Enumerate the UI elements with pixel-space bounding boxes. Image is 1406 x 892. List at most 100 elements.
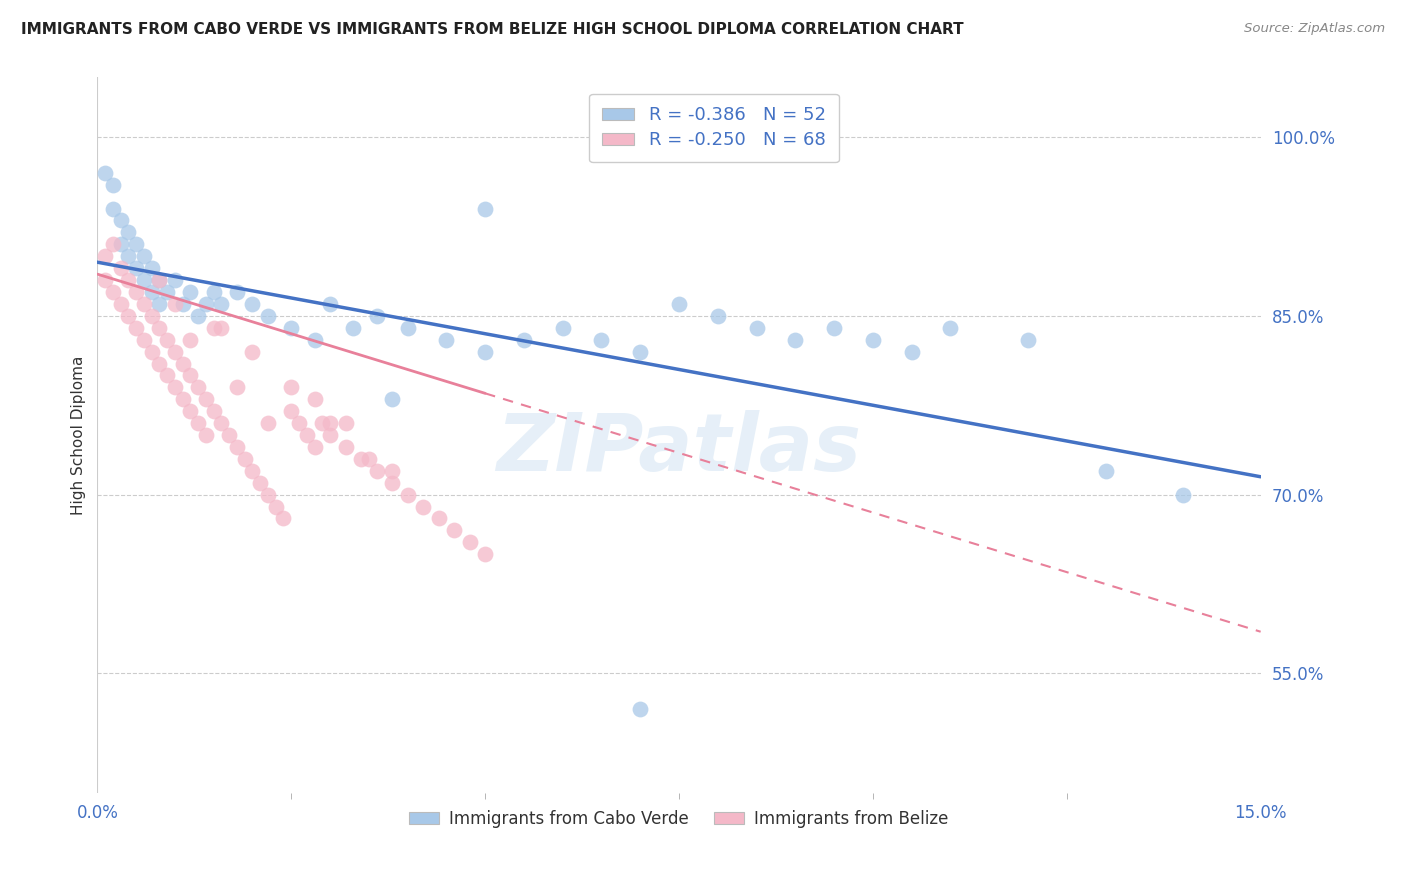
Point	[242, 344, 264, 359]
Point	[94, 249, 117, 263]
Point	[110, 213, 132, 227]
Point	[187, 309, 209, 323]
Point	[900, 344, 922, 359]
Point	[156, 368, 179, 383]
Point	[101, 285, 124, 299]
Point	[474, 547, 496, 561]
Point	[233, 451, 256, 466]
Point	[132, 333, 155, 347]
Text: ZIPatlas: ZIPatlas	[496, 410, 862, 488]
Point	[209, 297, 232, 311]
Point	[304, 440, 326, 454]
Point	[381, 475, 404, 490]
Point	[209, 320, 232, 334]
Point	[319, 416, 342, 430]
Point	[148, 320, 170, 334]
Point	[342, 320, 364, 334]
Legend: Immigrants from Cabo Verde, Immigrants from Belize: Immigrants from Cabo Verde, Immigrants f…	[402, 803, 955, 834]
Point	[226, 440, 249, 454]
Point	[110, 237, 132, 252]
Point	[513, 333, 536, 347]
Point	[172, 357, 194, 371]
Point	[132, 297, 155, 311]
Point	[148, 297, 170, 311]
Point	[939, 320, 962, 334]
Point	[163, 273, 186, 287]
Point	[1171, 488, 1194, 502]
Point	[335, 416, 357, 430]
Point	[357, 451, 380, 466]
Point	[273, 511, 295, 525]
Point	[202, 285, 225, 299]
Point	[125, 285, 148, 299]
Point	[141, 285, 163, 299]
Point	[280, 404, 302, 418]
Point	[226, 285, 249, 299]
Point	[194, 428, 217, 442]
Point	[427, 511, 450, 525]
Point	[163, 344, 186, 359]
Point	[110, 261, 132, 276]
Point	[1094, 464, 1116, 478]
Point	[141, 261, 163, 276]
Point	[304, 333, 326, 347]
Point	[110, 297, 132, 311]
Point	[156, 333, 179, 347]
Point	[551, 320, 574, 334]
Point	[194, 297, 217, 311]
Point	[591, 333, 613, 347]
Point	[132, 249, 155, 263]
Point	[187, 416, 209, 430]
Point	[628, 702, 651, 716]
Point	[179, 368, 201, 383]
Point	[101, 178, 124, 192]
Point	[172, 392, 194, 407]
Point	[1017, 333, 1039, 347]
Point	[125, 261, 148, 276]
Point	[187, 380, 209, 394]
Point	[125, 320, 148, 334]
Point	[249, 475, 271, 490]
Point	[156, 285, 179, 299]
Point	[148, 273, 170, 287]
Point	[474, 202, 496, 216]
Point	[179, 285, 201, 299]
Point	[179, 404, 201, 418]
Point	[202, 404, 225, 418]
Point	[443, 524, 465, 538]
Point	[366, 464, 388, 478]
Point	[209, 416, 232, 430]
Point	[381, 392, 404, 407]
Point	[242, 464, 264, 478]
Point	[319, 297, 342, 311]
Point	[628, 344, 651, 359]
Point	[707, 309, 730, 323]
Point	[474, 344, 496, 359]
Point	[117, 249, 139, 263]
Point	[141, 344, 163, 359]
Point	[132, 273, 155, 287]
Point	[226, 380, 249, 394]
Point	[94, 273, 117, 287]
Point	[117, 309, 139, 323]
Point	[101, 237, 124, 252]
Point	[257, 309, 280, 323]
Text: Source: ZipAtlas.com: Source: ZipAtlas.com	[1244, 22, 1385, 36]
Point	[148, 273, 170, 287]
Point	[288, 416, 311, 430]
Point	[745, 320, 768, 334]
Point	[202, 320, 225, 334]
Point	[311, 416, 333, 430]
Point	[434, 333, 457, 347]
Point	[194, 392, 217, 407]
Point	[163, 297, 186, 311]
Point	[304, 392, 326, 407]
Point	[280, 380, 302, 394]
Point	[148, 357, 170, 371]
Point	[94, 166, 117, 180]
Point	[350, 451, 373, 466]
Point	[335, 440, 357, 454]
Point	[862, 333, 884, 347]
Point	[257, 488, 280, 502]
Point	[396, 320, 419, 334]
